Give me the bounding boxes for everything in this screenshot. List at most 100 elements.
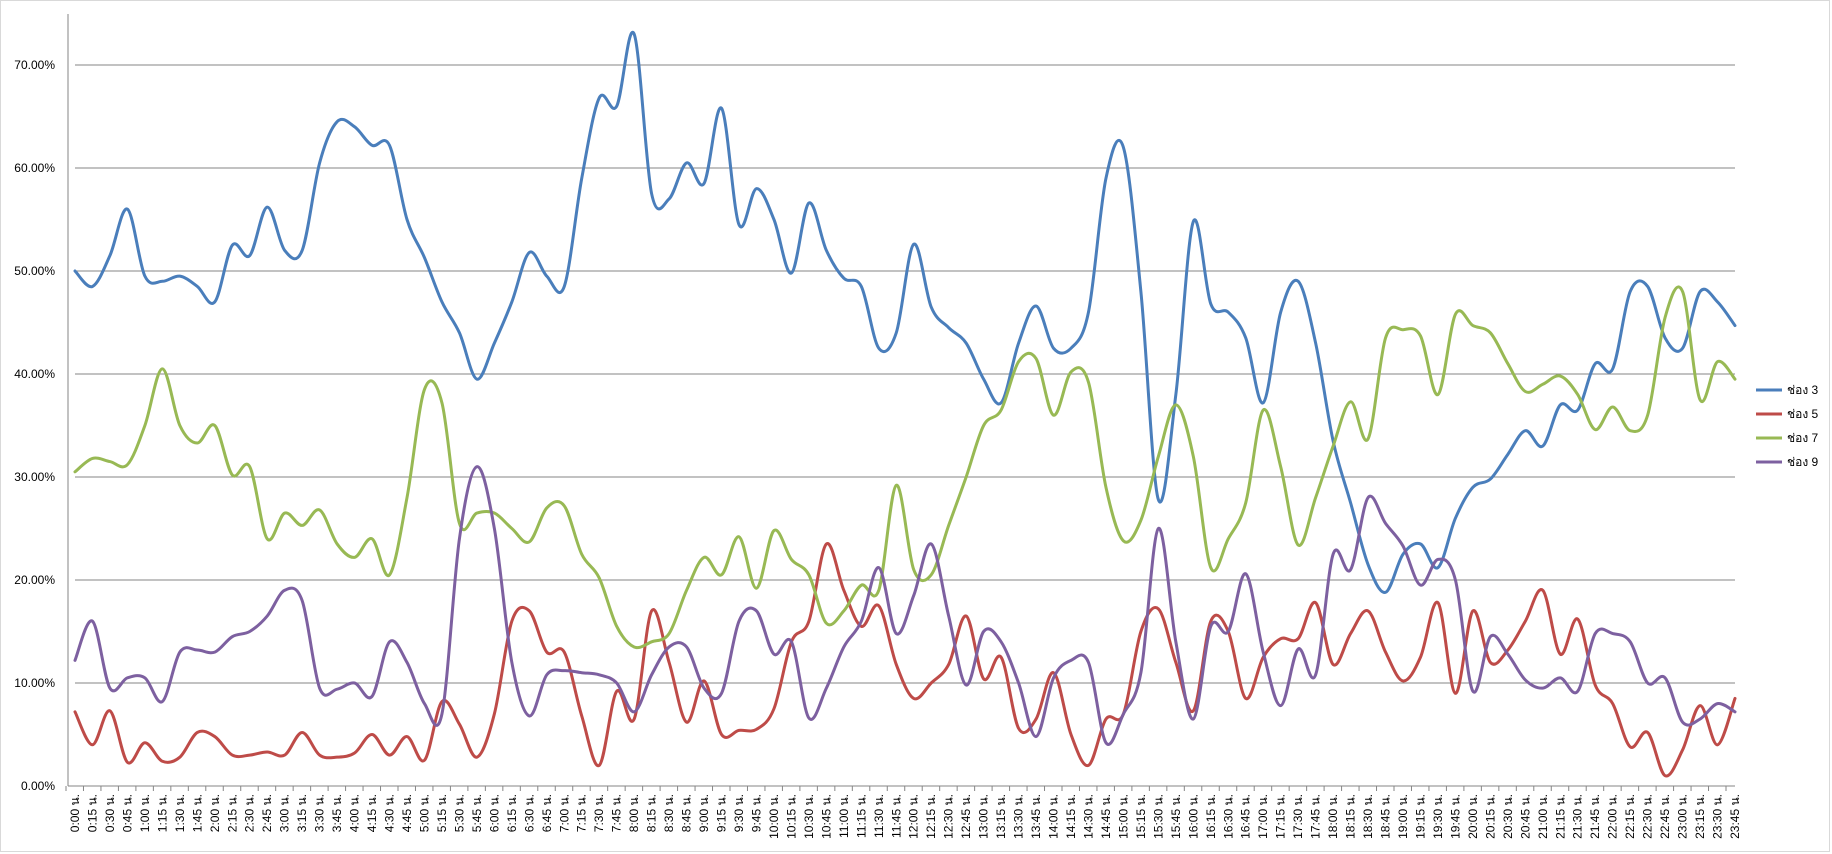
x-tick-label: 6:00 น.: [487, 794, 501, 832]
x-tick-label: 13:00 น.: [977, 794, 991, 839]
x-tick-label: 3:30 น.: [313, 794, 327, 832]
x-tick-label: 2:45 น.: [260, 794, 274, 832]
x-tick-label: 13:45 น.: [1029, 794, 1043, 839]
x-tick-label: 1:45 น.: [190, 794, 204, 832]
x-tick-label: 22:30 น.: [1641, 794, 1655, 839]
x-tick-label: 16:00 น.: [1186, 794, 1200, 839]
x-tick-label: 14:30 น.: [1081, 794, 1095, 839]
series-line-3: [73, 285, 1737, 650]
x-tick-label: 22:15 น.: [1623, 794, 1637, 839]
series-line-2: [73, 542, 1737, 778]
y-tick-label: 0.00%: [21, 779, 55, 793]
x-tick-label: 19:00 น.: [1396, 794, 1410, 839]
x-tick-label: 21:00 น.: [1536, 794, 1550, 839]
x-tick-label: 14:00 น.: [1047, 794, 1061, 839]
x-tick-labels: 0:00 น. 0:15 น. 0:30 น. 0:45 น. 1:00 น. 1:15 …: [68, 794, 1742, 839]
x-tick-label: 6:15 น.: [505, 794, 519, 832]
legend-label: ช่อง 3: [1787, 383, 1819, 397]
x-tick-label: 17:15 น.: [1274, 794, 1288, 839]
x-tick-label: 20:15 น.: [1483, 794, 1497, 839]
x-tick-label: 7:15 น.: [575, 794, 589, 832]
x-tick-label: 6:30 น.: [522, 794, 536, 832]
x-tick-label: 0:45 น.: [120, 794, 134, 832]
x-tick-label: 13:15 น.: [994, 794, 1008, 839]
x-tick-label: 17:00 น.: [1256, 794, 1270, 839]
x-tick-label: 12:15 น.: [924, 794, 938, 839]
x-tick-label: 15:15 น.: [1134, 794, 1148, 839]
x-tick-label: 5:00 น.: [417, 794, 431, 832]
x-tick-label: 5:45 น.: [470, 794, 484, 832]
x-tick-label: 18:00 น.: [1326, 794, 1340, 839]
x-tick-label: 17:30 น.: [1291, 794, 1305, 839]
x-tick-label: 4:15 น.: [365, 794, 379, 832]
x-tick-label: 19:45 น.: [1448, 794, 1462, 839]
x-tick-label: 21:45 น.: [1588, 794, 1602, 839]
x-tick-label: 4:45 น.: [400, 794, 414, 832]
x-tick-label: 7:00 น.: [557, 794, 571, 832]
series-line-1: [73, 30, 1737, 594]
x-tick-label: 22:00 น.: [1606, 794, 1620, 839]
x-tick-label: 19:30 น.: [1431, 794, 1445, 839]
x-tick-label: 9:30 น.: [732, 794, 746, 832]
y-tick-label: 50.00%: [14, 264, 55, 278]
x-tick-label: 2:30 น.: [243, 794, 257, 832]
x-tick-label: 9:15 น.: [715, 794, 729, 832]
x-tick-label: 21:30 น.: [1571, 794, 1585, 839]
series-lines: [73, 30, 1737, 778]
x-tick-label: 15:45 น.: [1169, 794, 1183, 839]
x-tick-label: 17:45 น.: [1309, 794, 1323, 839]
x-tick-label: 11:00 น.: [837, 794, 851, 838]
x-tick-label: 16:45 น.: [1239, 794, 1253, 839]
x-tick-label: 13:30 น.: [1012, 794, 1026, 839]
y-tick-label: 40.00%: [14, 367, 55, 381]
x-tick-label: 2:15 น.: [225, 794, 239, 832]
x-tick-label: 5:15 น.: [435, 794, 449, 832]
x-tick-label: 12:30 น.: [942, 794, 956, 839]
x-tick-label: 2:00 น.: [208, 794, 222, 832]
x-tick-label: 3:00 น.: [278, 794, 292, 832]
y-tick-label: 10.00%: [14, 676, 55, 690]
series-line-4: [73, 465, 1737, 746]
x-tick-label: 11:30 น.: [872, 794, 886, 838]
x-tick-label: 10:15 น.: [784, 794, 798, 839]
x-tick-label: 10:00 น.: [767, 794, 781, 839]
legend-label: ช่อง 5: [1787, 407, 1819, 421]
x-tick-label: 23:15 น.: [1693, 794, 1707, 839]
legend: ช่อง 3 ช่อง 5 ช่อง 7 ช่อง 9: [1756, 383, 1819, 469]
x-tick-label: 1:00 น.: [138, 794, 152, 832]
x-tick-label: 18:45 น.: [1379, 794, 1393, 839]
x-tick-label: 21:15 น.: [1553, 794, 1567, 839]
x-tick-label: 4:00 น.: [348, 794, 362, 832]
axes: [65, 14, 1735, 791]
x-tick-label: 5:30 น.: [452, 794, 466, 832]
x-tick-label: 3:45 น.: [330, 794, 344, 832]
y-tick-label: 60.00%: [14, 161, 55, 175]
x-tick-label: 9:45 น.: [749, 794, 763, 832]
x-tick-label: 20:45 น.: [1518, 794, 1532, 839]
x-tick-label: 14:15 น.: [1064, 794, 1078, 839]
x-tick-label: 6:45 น.: [540, 794, 554, 832]
x-tick-label: 14:45 น.: [1099, 794, 1113, 839]
gridlines: [75, 64, 1735, 684]
x-tick-label: 8:45 น.: [680, 794, 694, 832]
x-tick-label: 23:45 น.: [1728, 794, 1742, 839]
x-tick-label: 18:30 น.: [1361, 794, 1375, 839]
x-tick-label: 23:30 น.: [1711, 794, 1725, 839]
x-tick-label: 3:15 น.: [295, 794, 309, 832]
x-tick-label: 11:15 น.: [854, 794, 868, 838]
legend-label: ช่อง 7: [1787, 431, 1819, 445]
x-tick-label: 19:15 น.: [1413, 794, 1427, 839]
x-tick-label: 18:15 น.: [1344, 794, 1358, 839]
x-tick-label: 4:30 น.: [383, 794, 397, 832]
x-tick-label: 0:15 น.: [85, 794, 99, 832]
x-tick-label: 20:00 น.: [1466, 794, 1480, 839]
x-tick-label: 1:30 น.: [173, 794, 187, 832]
x-tick-label: 16:30 น.: [1221, 794, 1235, 839]
x-tick-label: 12:00 น.: [907, 794, 921, 839]
x-tick-label: 8:00 น.: [627, 794, 641, 832]
legend-label: ช่อง 9: [1787, 455, 1819, 469]
x-tick-label: 20:30 น.: [1501, 794, 1515, 839]
x-tick-label: 7:45 น.: [610, 794, 624, 832]
